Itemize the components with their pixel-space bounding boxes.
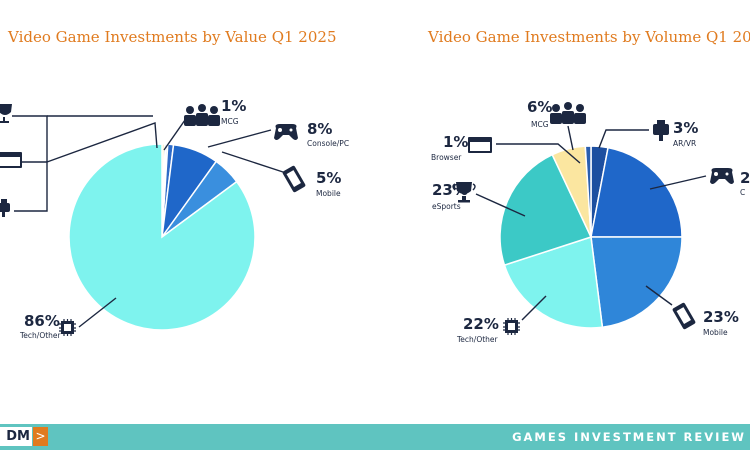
value-console-label: Console/PC — [307, 139, 349, 148]
browser-icon — [468, 137, 492, 153]
trophy-icon — [0, 104, 12, 123]
value-mcg-percent: 1% — [221, 97, 246, 115]
value-tech-leader — [78, 297, 117, 328]
gamepad-icon — [274, 124, 298, 140]
pie-volume-slice-esports — [499, 153, 593, 267]
volume-mobile-leader — [645, 285, 673, 306]
volume-mcg-leader — [567, 125, 574, 151]
vr-headset-icon — [653, 120, 669, 141]
value-mcg-leader — [163, 119, 186, 151]
value-mobile-percent: 5% — [316, 169, 341, 187]
value-console-leader — [207, 129, 272, 148]
volume-pie — [499, 145, 683, 329]
chip-icon — [503, 318, 520, 335]
trophy-icon — [452, 182, 476, 203]
pie-volume-slice-browser — [584, 145, 592, 238]
volume-tech-label: Tech/Other — [456, 335, 499, 344]
volume-console-label: C — [740, 188, 745, 197]
volume-mobile-percent: 23% — [703, 308, 739, 326]
volume-chart-title: Video Game Investments by Volume Q1 2025 — [427, 28, 750, 46]
volume-mcg-percent: 6% — [527, 98, 552, 116]
volume-mcg-label: MCG — [531, 120, 549, 129]
value-console-percent: 8% — [307, 120, 332, 138]
brand-logo: DM — [0, 427, 32, 446]
left-leader-to-small-slices — [46, 122, 158, 163]
volume-esports-leader — [475, 193, 526, 217]
brand-logo-arrow-icon: > — [33, 427, 48, 446]
volume-arvr-leader — [598, 129, 649, 149]
value-pie — [68, 143, 256, 331]
pie-volume-slice-mobile — [590, 236, 683, 329]
mobile-phone-icon — [672, 302, 696, 330]
value-tech-label: Tech/Other — [19, 331, 62, 340]
pie-value-slice-tech-other — [68, 143, 256, 331]
left-bracket-line — [12, 115, 48, 212]
footer-brand-text: GAMES INVESTMENT REVIEW — [512, 430, 746, 444]
value-mcg-label: MCG — [221, 117, 239, 126]
value-tech-percent: 86% — [24, 312, 60, 330]
volume-tech-leader — [521, 295, 547, 321]
pie-volume-slice-console-pc — [590, 146, 683, 238]
volume-arvr-percent: 3% — [673, 119, 698, 137]
volume-arvr-label: AR/VR — [673, 139, 696, 148]
chip-icon — [59, 319, 76, 336]
volume-browser-leader — [496, 143, 581, 164]
value-chart-title: Video Game Investments by Value Q1 2025 — [7, 28, 336, 46]
mcg-icon — [184, 104, 220, 126]
mcg-icon — [550, 102, 586, 124]
volume-esports-label: eSports — [432, 202, 461, 211]
gamepad-icon — [710, 168, 734, 184]
mobile-phone-icon — [282, 165, 306, 193]
browser-icon — [0, 152, 22, 168]
volume-console-percent: 2 — [740, 169, 750, 187]
volume-mobile-label: Mobile — [703, 328, 728, 337]
footer-bar: DM > GAMES INVESTMENT REVIEW — [0, 424, 750, 450]
vr-headset-icon — [0, 199, 10, 217]
volume-console-leader — [649, 175, 707, 190]
pie-volume-slice-tech-other — [503, 236, 604, 329]
volume-tech-percent: 22% — [463, 315, 499, 333]
volume-browser-percent: 1% — [443, 133, 468, 151]
value-mobile-leader — [221, 151, 284, 173]
volume-browser-label: Browser — [431, 153, 462, 162]
value-mobile-label: Mobile — [316, 189, 341, 198]
